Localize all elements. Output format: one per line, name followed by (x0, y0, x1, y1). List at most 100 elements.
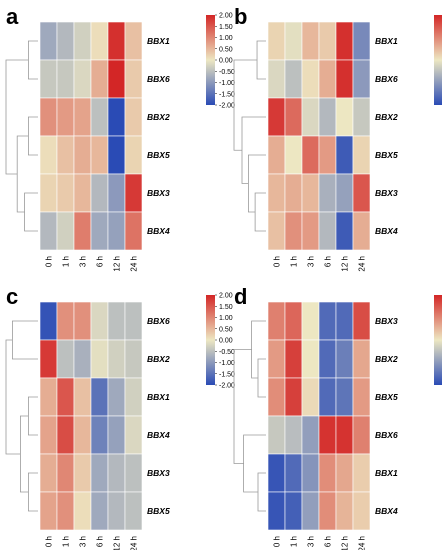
heatmap-cell (352, 491, 371, 531)
column-label: 0 h (273, 536, 282, 547)
heatmap-cell (352, 59, 371, 99)
heatmap-cell (335, 173, 354, 213)
heatmap-cell (124, 59, 143, 99)
legend-tick-label: 2.00 (219, 13, 233, 20)
legend-tick-label: 0.50 (219, 46, 233, 53)
legend-tick-label: 1.50 (219, 304, 233, 311)
row-label: BBX1 (375, 468, 398, 478)
legend-tick-label: 0.50 (219, 326, 233, 333)
heatmap-cell (267, 173, 286, 213)
heatmap-cell (318, 211, 337, 251)
row-label: BBX1 (375, 36, 398, 46)
dendrogram-branch (28, 472, 38, 512)
dendrogram-branch (241, 116, 266, 184)
heatmap-cell (318, 59, 337, 99)
row-label: BBX6 (375, 430, 398, 440)
heatmap-cell (301, 97, 320, 137)
column-label: 6 h (324, 536, 333, 547)
row-label: BBX5 (147, 150, 170, 160)
heatmap-cell (335, 135, 354, 175)
heatmap-cell (56, 491, 75, 531)
dendrogram-branch (5, 59, 29, 175)
heatmap-cell (284, 97, 303, 137)
heatmap-cell (301, 135, 320, 175)
heatmap-cell (318, 415, 337, 455)
dendrogram-branch (16, 135, 29, 213)
column-label: 3 h (307, 536, 316, 547)
row-label: BBX4 (375, 506, 398, 516)
column-label: 1 h (62, 536, 71, 547)
color-scale-bar (434, 15, 442, 105)
heatmap-cell (335, 415, 354, 455)
heatmap-cell (73, 301, 92, 341)
heatmap-cell (318, 97, 337, 137)
heatmap-cell (56, 377, 75, 417)
heatmap-cell (318, 301, 337, 341)
heatmap-cell (124, 453, 143, 493)
legend-tick-label: 2.00 (219, 293, 233, 300)
heatmap-cell (124, 491, 143, 531)
row-label: BBX6 (147, 316, 170, 326)
row-label: BBX3 (375, 188, 398, 198)
heatmap-cell (107, 453, 126, 493)
heatmap-cell (284, 377, 303, 417)
heatmap-cell (90, 59, 109, 99)
heatmap-cell (124, 301, 143, 341)
heatmap-cell (39, 377, 58, 417)
row-label: BBX3 (147, 188, 170, 198)
heatmap-cell (56, 453, 75, 493)
dendrogram-branch (28, 396, 38, 436)
column-label: 3 h (79, 536, 88, 547)
heatmap-cell (318, 21, 337, 61)
panel-letter: b (234, 4, 247, 29)
heatmap-cell (318, 339, 337, 379)
heatmap-cell (124, 415, 143, 455)
column-label: 24 h (130, 536, 139, 550)
heatmap-cell (352, 97, 371, 137)
row-label: BBX4 (375, 226, 398, 236)
legend-tick-label: 0.00 (219, 58, 233, 65)
heatmap-cell (90, 301, 109, 341)
heatmap-panel-b: b BBX1 BBX6 BBX2 BBX5 BBX3 BBX4 0 h 1 h 3 h 6 h 12 … (233, 4, 442, 272)
heatmap-cell (267, 453, 286, 493)
heatmap-cell (90, 173, 109, 213)
heatmap-cell (39, 173, 58, 213)
heatmap-cell (73, 173, 92, 213)
heatmap-cell (107, 377, 126, 417)
heatmap-cell (352, 301, 371, 341)
column-label: 24 h (130, 256, 139, 272)
heatmap-cell (124, 339, 143, 379)
heatmap-cell (284, 339, 303, 379)
column-label: 12 h (341, 256, 350, 272)
row-label: BBX6 (147, 74, 170, 84)
heatmap-cell (39, 453, 58, 493)
heatmap-cell (73, 97, 92, 137)
legend-tick-label: -0.50 (219, 69, 235, 76)
row-label: BBX5 (375, 150, 398, 160)
heatmap-cell (124, 377, 143, 417)
legend-tick-label: -1.00 (219, 80, 235, 87)
column-label: 24 h (358, 256, 367, 272)
legend-tick-label: 0.00 (219, 338, 233, 345)
dendrogram-branch (233, 349, 252, 464)
heatmap-cell (124, 21, 143, 61)
heatmap-cell (301, 211, 320, 251)
heatmap-cell (267, 301, 286, 341)
column-label: 1 h (290, 536, 299, 547)
heatmap-cell (335, 453, 354, 493)
heatmap-cell (39, 21, 58, 61)
heatmap-cell (284, 21, 303, 61)
heatmap-cell (90, 97, 109, 137)
heatmap-cell (107, 211, 126, 251)
row-label: BBX5 (147, 506, 170, 516)
heatmap-cell (335, 339, 354, 379)
heatmap-cell (56, 301, 75, 341)
dendrogram-branch (243, 434, 266, 493)
column-label: 3 h (79, 256, 88, 267)
panel-letter: c (6, 284, 18, 309)
heatmap-cell (90, 453, 109, 493)
row-label: BBX3 (147, 468, 170, 478)
dendrogram-branch (28, 116, 38, 156)
heatmap-cell (73, 21, 92, 61)
